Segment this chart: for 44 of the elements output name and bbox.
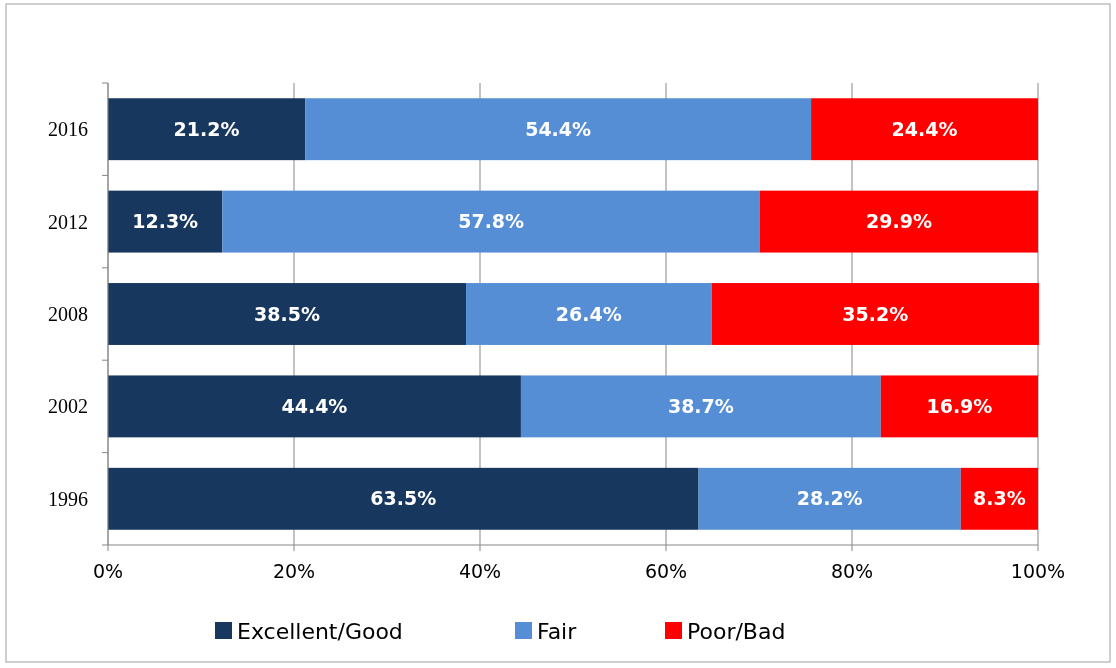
bar <box>759 190 1038 253</box>
text: 38.5% <box>254 302 320 325</box>
text: 54.4% <box>525 117 592 140</box>
bar <box>305 98 812 161</box>
x-tick-label: 100% <box>1010 560 1066 582</box>
bar <box>960 467 1038 530</box>
legend-label: Poor/Bad <box>687 618 786 644</box>
bar <box>711 283 1039 345</box>
legend-label: Fair <box>537 618 578 644</box>
y-tick-label: 2016 <box>48 118 88 141</box>
bar <box>108 190 223 253</box>
text: 44.4% <box>281 395 348 418</box>
x-tick-label: 0% <box>92 560 124 582</box>
text: 21.2% <box>173 117 240 140</box>
y-tick-label: 2012 <box>48 210 88 233</box>
x-tick-label: 60% <box>644 560 688 582</box>
bar <box>698 467 961 530</box>
x-tick-label: 40% <box>458 560 502 582</box>
text: 12.3% <box>132 210 199 233</box>
y-tick-label: 2008 <box>48 303 88 325</box>
text: 29.9% <box>866 210 932 233</box>
bar <box>466 283 712 345</box>
bar <box>520 375 881 438</box>
bar <box>108 375 521 438</box>
text: 16.9% <box>926 395 993 418</box>
legend-label: Excellent/Good <box>237 618 403 644</box>
bar <box>108 283 467 345</box>
text: 24.4% <box>891 117 958 140</box>
text: 63.5% <box>370 487 437 510</box>
x-tick-label: 80% <box>830 560 874 582</box>
x-tick-label: 20% <box>272 560 316 582</box>
bar <box>108 467 699 530</box>
text: 38.7% <box>667 395 734 418</box>
text: 57.8% <box>458 210 525 233</box>
text: 8.3% <box>973 487 1026 510</box>
y-tick-label: 2002 <box>48 395 88 418</box>
bar <box>811 98 1038 161</box>
bar <box>880 375 1038 438</box>
text: 26.4% <box>555 302 622 325</box>
text: 35.2% <box>842 302 909 325</box>
text: 28.2% <box>796 487 863 510</box>
y-tick-label: 1996 <box>48 487 88 510</box>
bar <box>222 190 760 253</box>
bar <box>108 98 306 161</box>
